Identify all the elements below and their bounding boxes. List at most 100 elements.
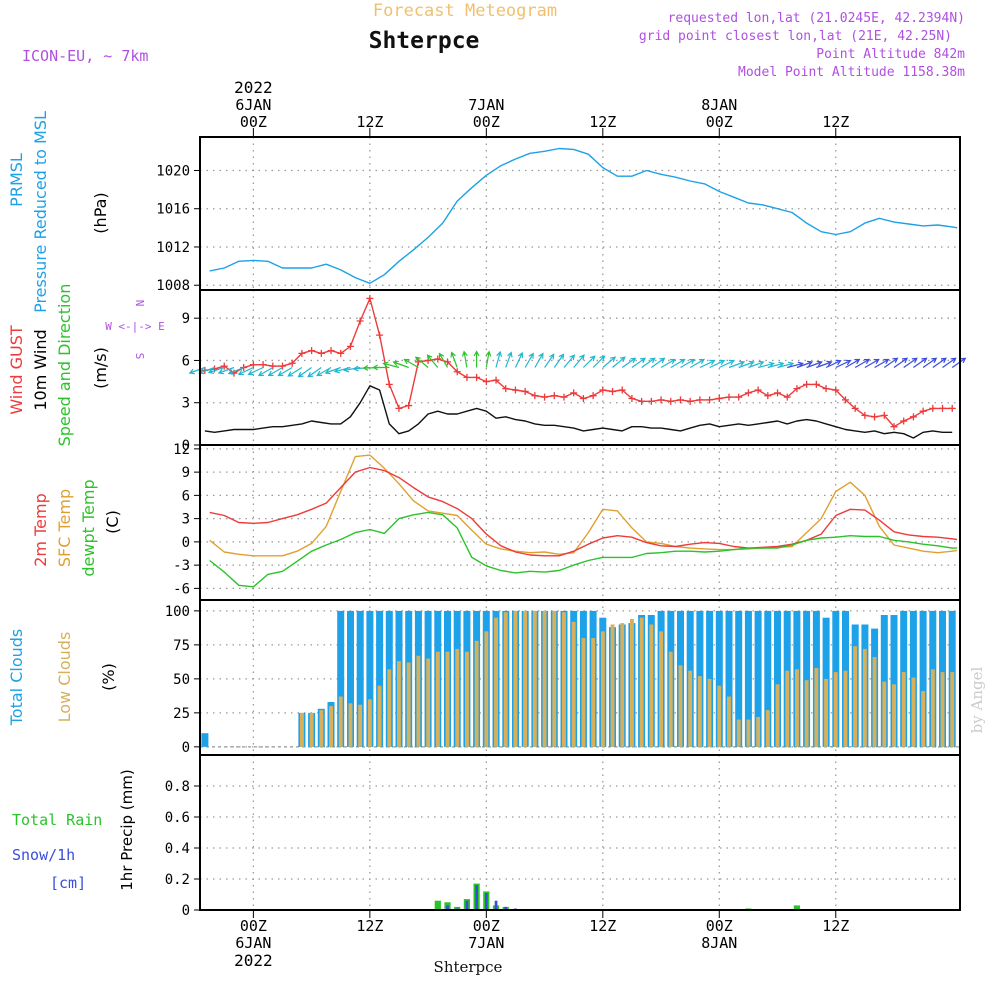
wind-direction-arrow [641, 357, 656, 368]
wind-direction-arrow [382, 361, 400, 369]
wind-direction-arrow [650, 357, 666, 368]
low-cloud-bar [717, 685, 722, 747]
gust-marker [395, 404, 403, 412]
wind-direction-arrow [307, 367, 322, 378]
low-cloud-bar [406, 662, 411, 747]
gust-marker [589, 392, 597, 400]
wind-direction-arrow [932, 357, 947, 368]
low-cloud-bar [707, 678, 712, 747]
ytick-label: 0 [182, 740, 190, 756]
ytick-label: 0.4 [165, 841, 190, 857]
snow-bar [475, 885, 478, 910]
gust-marker [900, 417, 908, 425]
wind-direction-arrow [883, 357, 899, 368]
low-cloud-bar [513, 610, 518, 747]
gust-marker [570, 389, 578, 397]
wind-direction-arrow [257, 366, 274, 377]
low-cloud-bar [785, 670, 790, 747]
wind-unit: (m/s) [91, 347, 110, 389]
low-cloud-bar [882, 681, 887, 747]
gust-marker [764, 392, 772, 400]
wind-direction-arrow [563, 354, 576, 368]
ytick-label: 0.6 [165, 810, 190, 826]
wind-direction-label: Speed and Direction [55, 284, 74, 447]
wind-10m-label: 10m Wind [31, 329, 50, 410]
wind-direction-arrow [438, 352, 449, 368]
wind-direction-arrow [414, 356, 429, 368]
low-cloud-bar [562, 612, 566, 747]
wind-direction-arrow [372, 364, 390, 371]
wind-direction-arrow [631, 357, 647, 368]
wind-direction-arrow [922, 357, 938, 368]
gust-marker [880, 411, 888, 419]
low-cloud-bar [775, 684, 780, 747]
wind-direction-arrow [544, 353, 555, 368]
snow-label: Snow/1h [12, 846, 75, 864]
wind-direction-arrow [343, 366, 361, 373]
wind-direction-arrow [461, 350, 468, 368]
ytick-label: 50 [173, 672, 190, 688]
ytick-label: 0 [182, 438, 190, 454]
wind-direction-arrow [660, 358, 676, 369]
ytick-label: 3 [182, 396, 190, 412]
wind-direction-arrow [553, 353, 565, 368]
model-altitude: Model Point Altitude 1158.38m [738, 65, 965, 80]
gust-marker [385, 380, 393, 388]
low-cloud-bar [523, 610, 528, 747]
ytick-label: 6 [182, 488, 190, 504]
gust-marker [269, 362, 277, 370]
rain-bar [454, 906, 461, 910]
wind-direction-arrow [845, 358, 861, 369]
panel-frame-precip [199, 754, 961, 911]
wind-direction-arrow [534, 352, 544, 368]
gust-marker [812, 380, 820, 388]
compass-we: W <-|-> E [105, 320, 165, 333]
snow-bar [446, 905, 449, 910]
low-cloud-bar [746, 719, 751, 747]
low-cloud-bar [892, 684, 896, 747]
snow-bar [485, 893, 488, 910]
gust-marker [676, 396, 684, 404]
gust-marker [803, 380, 811, 388]
temp-dewpt-label: dewpt Temp [79, 479, 98, 576]
total-cloud-bar [337, 610, 345, 747]
gust-marker [939, 404, 947, 412]
wind-direction-arrow [287, 366, 303, 377]
snow-bar [504, 906, 508, 910]
wind-direction-arrow [767, 361, 785, 369]
wind-direction-arrow [816, 360, 833, 369]
total-cloud-bar [735, 610, 743, 747]
low-cloud-bar [824, 678, 828, 747]
wind-direction-arrow [582, 355, 596, 368]
gust-marker [744, 389, 752, 397]
wind-direction-arrow [403, 358, 419, 369]
low-cloud-bar [416, 655, 421, 747]
gust-marker [599, 386, 607, 394]
wind-direction-arrow [207, 366, 225, 374]
xtick-bottom-hour: 00Z [473, 917, 500, 935]
wind-direction-arrow [699, 359, 716, 369]
snow-bar [494, 900, 498, 910]
wind-direction-arrow [913, 357, 928, 368]
gust-marker [774, 389, 782, 397]
gust-marker [521, 387, 529, 395]
xtick-top-hour: 00Z [706, 113, 733, 131]
wind-direction-arrow [738, 360, 755, 369]
xtick-top-date: 6JAN [235, 96, 271, 114]
xtick-bottom-date: 6JAN [235, 934, 271, 952]
low-cloud-bar [765, 710, 770, 747]
ytick-label: 9 [182, 311, 190, 327]
low-cloud-bar [630, 619, 634, 747]
wind-direction-arrow [719, 359, 735, 369]
gust-marker [511, 386, 519, 394]
low-cloud-bar [358, 704, 363, 747]
ytick-label: 100 [165, 604, 190, 620]
low-cloud-bar [911, 677, 916, 747]
ytick-label: 1012 [156, 240, 190, 256]
total-cloud-bar [715, 610, 723, 747]
gust-marker [822, 385, 830, 393]
low-cloud-bar [930, 669, 935, 747]
low-cloud-bar [367, 699, 372, 747]
low-cloud-bar [397, 661, 401, 747]
ytick-label: 0 [182, 903, 190, 919]
